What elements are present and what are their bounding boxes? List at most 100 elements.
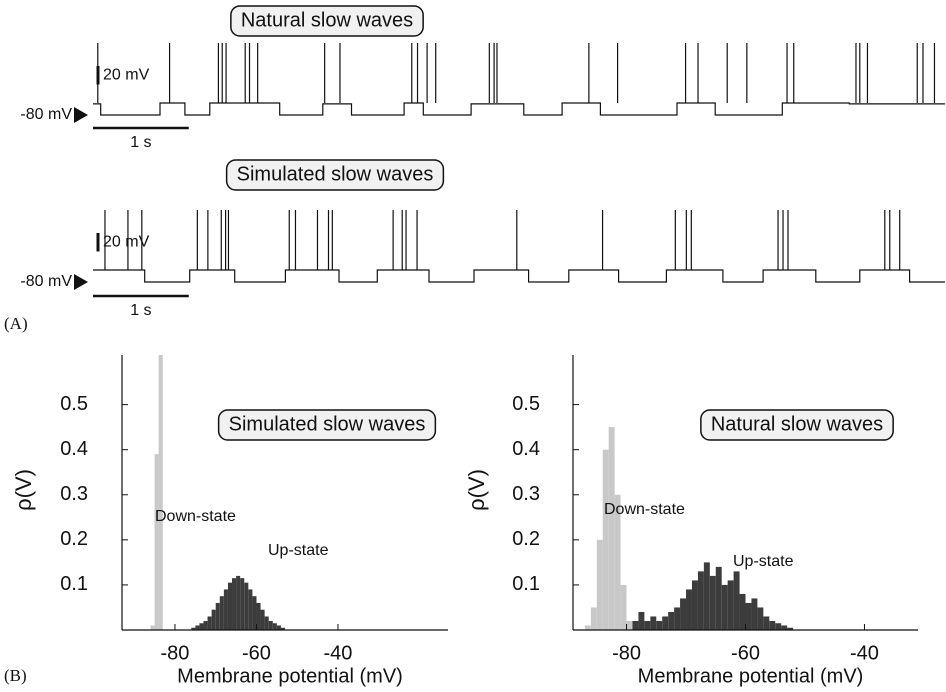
panel-label: (A) — [4, 314, 28, 333]
hist-bar — [150, 625, 155, 630]
title-frame — [230, 5, 424, 37]
y-tick-label: 0.3 — [60, 483, 88, 505]
chart-title: Natural slow waves — [711, 413, 883, 435]
baseline-marker — [74, 107, 88, 123]
hist-bar — [596, 539, 603, 630]
hist-bar — [727, 580, 734, 630]
title-box: Simulated slow waves — [225, 159, 445, 191]
y-tick-label: 0.5 — [60, 393, 88, 415]
trace-line — [93, 269, 945, 283]
y-tick-label: 0.4 — [60, 438, 88, 460]
y-axis-label: ρ(V) — [464, 469, 489, 511]
hist-bar — [620, 584, 627, 630]
x-tick-label: -80 — [612, 642, 641, 664]
hist-bar — [199, 623, 204, 630]
chart-title: Simulated slow waves — [229, 413, 426, 435]
x-tick-label: -60 — [242, 642, 271, 664]
hist-bar — [248, 589, 253, 630]
hist-bar — [787, 627, 794, 630]
hist-bar — [608, 427, 615, 630]
hist-bar — [709, 575, 716, 630]
title-box: Natural slow waves — [700, 409, 894, 441]
hist-bar — [244, 582, 249, 630]
x-tick-label: -40 — [850, 642, 879, 664]
hist-bar — [154, 454, 159, 630]
y-tick-label: 0.1 — [512, 573, 540, 595]
trace-line — [93, 102, 945, 116]
y-tick-label: 0.5 — [512, 393, 540, 415]
hist-bar — [280, 627, 285, 630]
hist-bar — [240, 578, 245, 630]
hist-bar — [680, 598, 687, 630]
hist-bar — [650, 616, 657, 630]
hist-bar — [721, 584, 728, 630]
y-axis-label: ρ(V) — [11, 469, 36, 511]
title-frame — [225, 159, 445, 191]
hist-bar — [775, 623, 782, 630]
hist-bar — [223, 589, 228, 630]
hist-bar — [656, 620, 663, 630]
hist-bar — [697, 571, 704, 630]
series-label: Up-state — [268, 542, 329, 559]
hist-bar — [674, 607, 681, 630]
hist-bar — [590, 607, 597, 630]
hist-bar — [686, 589, 692, 630]
x-tick-label: -60 — [731, 642, 760, 664]
hist-bar — [644, 620, 651, 630]
series-label: Down-state — [604, 501, 685, 518]
title-box: Simulated slow waves — [217, 409, 437, 441]
title-frame — [217, 409, 437, 441]
hist-bar — [757, 607, 764, 630]
hist-bar — [264, 616, 269, 630]
hist-bar — [691, 580, 698, 630]
hist-bar — [219, 596, 224, 630]
hist-bar — [662, 616, 669, 630]
chart-title: Natural slow waves — [241, 9, 413, 31]
scale-label-x: 1 s — [130, 302, 151, 319]
hist-bar — [215, 602, 220, 630]
hist-bar — [733, 571, 740, 630]
hist-bar — [268, 620, 273, 630]
hist-bar — [195, 625, 200, 630]
hist-bar — [227, 582, 233, 630]
hist-bar — [632, 620, 639, 630]
hist-bar — [207, 616, 212, 630]
chart-title: Simulated slow waves — [237, 163, 434, 185]
x-axis-label: Membrane potential (mV) — [177, 665, 403, 687]
hist-bar — [781, 625, 788, 630]
hist-bar — [602, 449, 609, 630]
x-axis-label: Membrane potential (mV) — [638, 665, 864, 687]
series-label: Down-state — [155, 508, 236, 525]
hist-bar — [739, 593, 746, 630]
baseline-label: -80 mV — [20, 106, 72, 123]
hist-bar — [715, 566, 722, 630]
hist-bar — [232, 578, 237, 630]
y-tick-label: 0.1 — [60, 573, 88, 595]
hist-bar — [158, 355, 163, 630]
y-tick-label: 0.2 — [512, 528, 540, 550]
hist-bar — [256, 602, 261, 630]
baseline-marker — [74, 274, 88, 290]
hist-bar — [751, 598, 758, 630]
hist-bar — [626, 620, 633, 630]
series-label: Up-state — [733, 553, 794, 570]
baseline-label: -80 mV — [20, 273, 72, 290]
hist-bar — [252, 596, 257, 630]
hist-bar — [272, 623, 277, 630]
hist-bar — [668, 611, 675, 630]
hist-bar — [745, 602, 752, 630]
x-tick-label: -40 — [324, 642, 353, 664]
hist-bar — [703, 562, 710, 630]
hist-bar — [769, 620, 776, 630]
scale-label-y: 20 mV — [103, 66, 150, 83]
y-tick-label: 0.3 — [512, 483, 540, 505]
hist-bar — [191, 627, 196, 630]
y-tick-label: 0.2 — [60, 528, 88, 550]
title-frame — [700, 409, 894, 441]
hist-bar — [763, 616, 770, 630]
scale-label-y: 20 mV — [103, 233, 150, 250]
hist-bar — [638, 611, 645, 630]
hist-bar — [276, 625, 281, 630]
y-tick-label: 0.4 — [512, 438, 540, 460]
